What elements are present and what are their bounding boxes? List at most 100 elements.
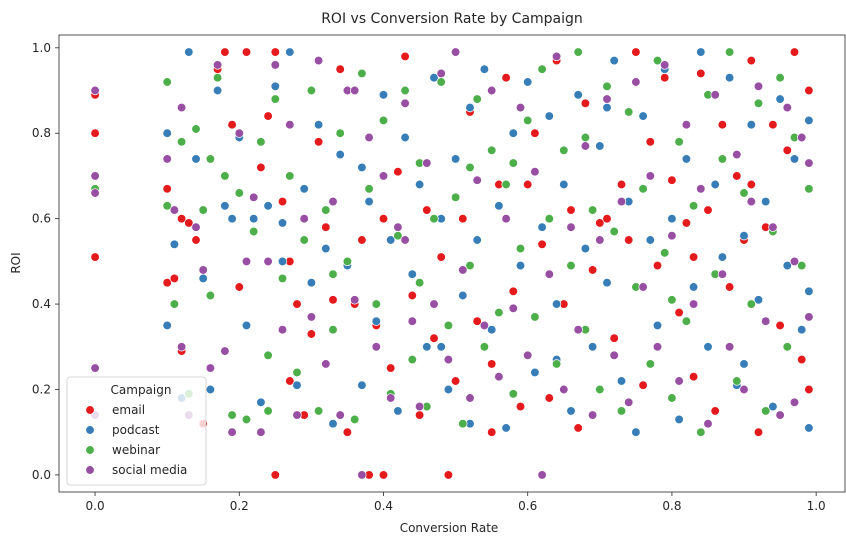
point-webinar-43 — [458, 419, 468, 429]
point-podcast-36 — [414, 179, 425, 190]
point-podcast-5 — [191, 154, 201, 164]
point-podcast-14 — [256, 397, 266, 407]
point-webinar-3 — [169, 299, 180, 309]
point-social-media-52 — [494, 372, 504, 382]
point-webinar-47 — [487, 145, 497, 155]
legend-label-social-media: social media — [112, 463, 187, 477]
point-webinar-40 — [436, 77, 446, 87]
point-podcast-54 — [544, 111, 554, 121]
point-webinar-35 — [400, 85, 410, 96]
point-social-media-29 — [328, 196, 338, 207]
point-webinar-41 — [443, 320, 454, 331]
point-webinar-1 — [162, 77, 172, 87]
point-email-65 — [602, 214, 612, 224]
point-podcast-69 — [652, 320, 663, 331]
x-tick-label-5: 1.0 — [807, 499, 826, 513]
point-social-media-33 — [357, 470, 367, 480]
point-podcast-95 — [602, 102, 612, 113]
point-podcast-8 — [212, 85, 223, 96]
plot-frame — [58, 34, 846, 493]
point-podcast-37 — [422, 342, 432, 352]
point-webinar-12 — [234, 188, 244, 198]
point-social-media-2 — [90, 188, 100, 198]
point-podcast-46 — [487, 325, 497, 335]
point-email-44 — [443, 470, 454, 480]
point-podcast-63 — [609, 55, 619, 66]
point-podcast-19 — [292, 380, 302, 390]
point-social-media-22 — [277, 325, 288, 335]
point-social-media-60 — [551, 51, 562, 62]
point-email-86 — [746, 179, 756, 190]
point-email-5 — [169, 273, 180, 284]
point-social-media-48 — [465, 393, 475, 403]
point-social-media-16 — [234, 128, 244, 138]
point-social-media-1 — [90, 171, 100, 181]
point-social-media-10 — [191, 222, 201, 232]
point-email-74 — [667, 175, 677, 185]
point-social-media-69 — [616, 196, 627, 207]
point-social-media-54 — [508, 303, 518, 313]
point-podcast-21 — [306, 278, 317, 288]
point-email-18 — [270, 47, 280, 57]
x-tick-label-1: 0.2 — [230, 499, 249, 513]
point-social-media-93 — [789, 256, 800, 267]
point-social-media-0 — [90, 85, 100, 96]
point-podcast-30 — [371, 316, 381, 326]
point-webinar-49 — [501, 179, 511, 190]
point-email-31 — [357, 235, 367, 245]
point-webinar-53 — [530, 312, 540, 322]
point-podcast-34 — [400, 132, 410, 143]
point-social-media-75 — [660, 60, 670, 70]
x-tick-label-4: 0.8 — [662, 499, 681, 513]
point-email-78 — [696, 68, 706, 79]
point-webinar-95 — [667, 295, 677, 305]
point-webinar-26 — [335, 128, 345, 138]
point-social-media-25 — [299, 214, 309, 224]
point-social-media-44 — [436, 68, 446, 79]
point-email-7 — [184, 218, 194, 228]
point-social-media-40 — [407, 316, 417, 326]
point-podcast-41 — [450, 154, 461, 164]
point-social-media-74 — [652, 342, 663, 352]
point-podcast-33 — [393, 406, 403, 416]
point-webinar-56 — [551, 359, 562, 369]
point-email-57 — [544, 393, 554, 403]
point-podcast-53 — [537, 222, 547, 232]
point-email-64 — [595, 218, 605, 228]
legend-title: Campaign — [111, 383, 172, 397]
point-webinar-30 — [364, 184, 374, 194]
point-social-media-14 — [220, 346, 230, 356]
legend-label-webinar: webinar — [112, 443, 160, 457]
point-email-37 — [393, 167, 403, 177]
point-webinar-55 — [544, 214, 554, 224]
point-social-media-99 — [350, 85, 360, 96]
point-email-56 — [537, 239, 547, 249]
point-podcast-78 — [717, 252, 728, 262]
point-podcast-18 — [285, 47, 295, 57]
point-email-62 — [580, 98, 591, 108]
point-social-media-72 — [638, 282, 648, 292]
point-webinar-98 — [263, 406, 273, 416]
point-email-66 — [609, 333, 619, 343]
point-webinar-19 — [285, 171, 295, 181]
point-podcast-0 — [162, 128, 172, 138]
point-webinar-80 — [724, 47, 735, 57]
point-podcast-61 — [595, 141, 605, 151]
point-webinar-39 — [429, 214, 439, 224]
point-webinar-62 — [595, 384, 605, 395]
point-webinar-48 — [494, 307, 504, 318]
point-webinar-6 — [191, 124, 201, 134]
point-podcast-40 — [443, 384, 454, 395]
point-social-media-66 — [595, 235, 605, 245]
point-webinar-59 — [573, 47, 583, 57]
point-webinar-92 — [205, 154, 216, 164]
point-email-38 — [400, 51, 410, 62]
point-email-82 — [724, 282, 735, 292]
point-email-85 — [746, 55, 756, 66]
point-podcast-49 — [508, 128, 518, 138]
point-social-media-64 — [580, 141, 591, 151]
point-podcast-74 — [688, 282, 699, 292]
point-social-media-98 — [400, 235, 410, 245]
point-social-media-92 — [782, 102, 792, 113]
point-social-media-96 — [804, 158, 814, 168]
